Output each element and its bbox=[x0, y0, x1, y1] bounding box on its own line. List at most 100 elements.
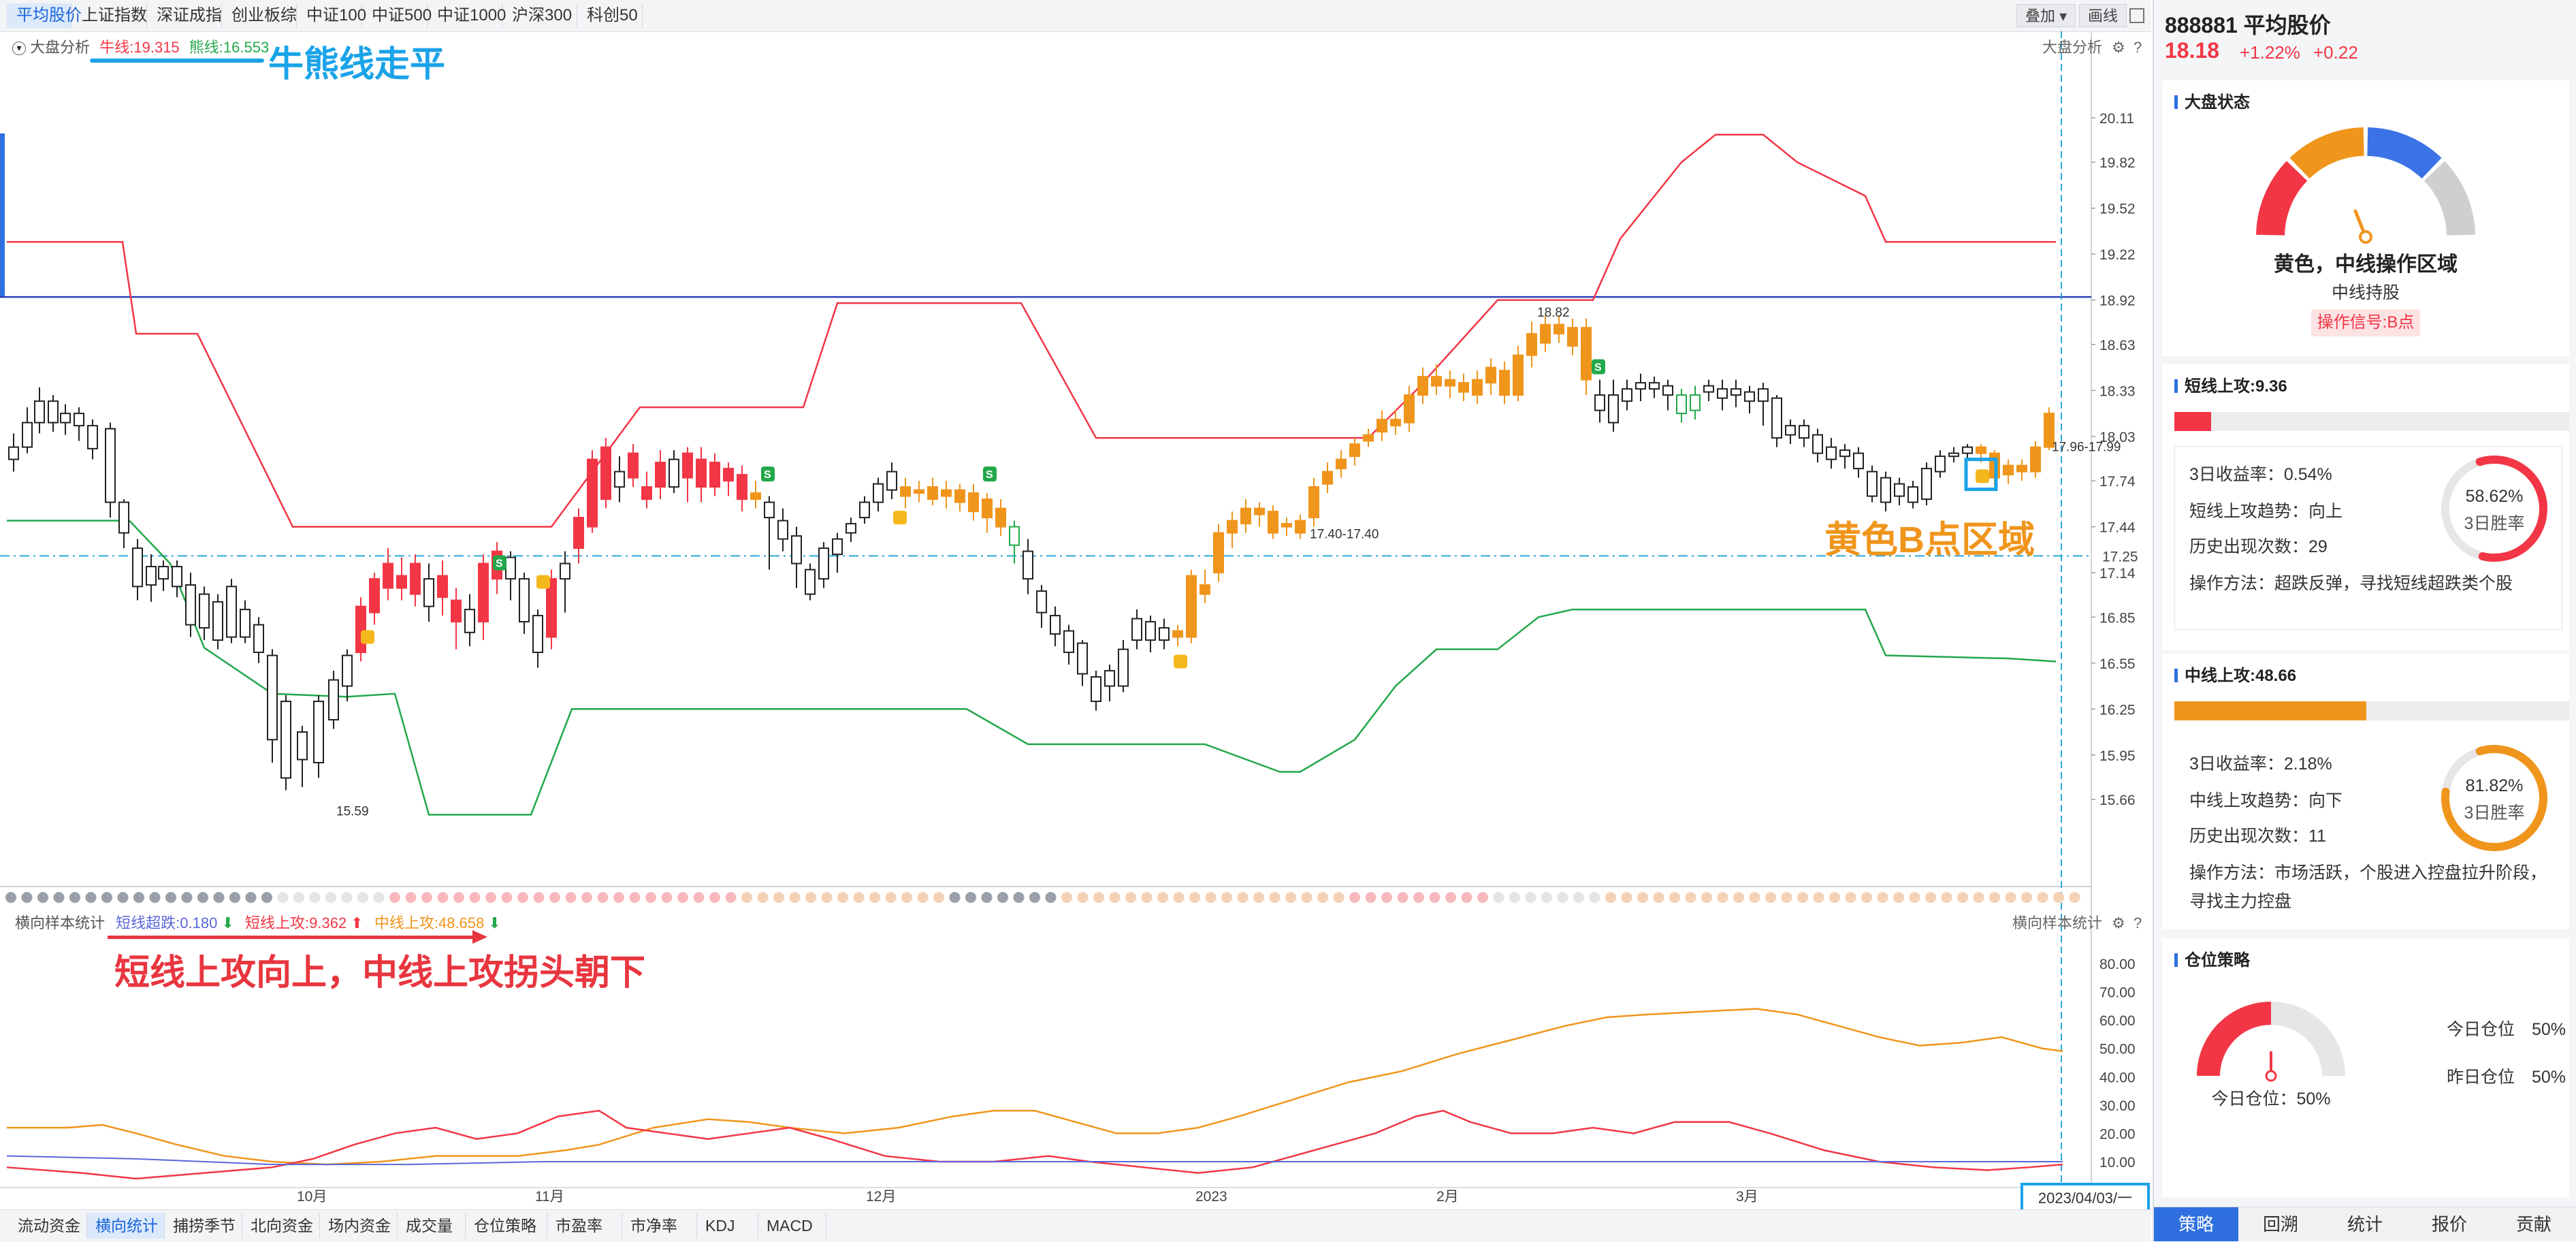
signal-dot bbox=[2021, 892, 2032, 903]
candle-body bbox=[968, 492, 979, 513]
short-attack-stats-box bbox=[2174, 446, 2562, 630]
chart-area: 20.11 19.82 19.52 19.22 18.92 18.63 18.33 18.03… bbox=[0, 31, 2151, 1209]
mid-price-mark: 17.40-17.40 bbox=[1310, 528, 1379, 542]
candle-body bbox=[1690, 394, 1701, 411]
short-attack-title: 短线上攻:9.36 bbox=[2174, 372, 2287, 396]
current-price-tag: 17.25 bbox=[2102, 549, 2138, 564]
buy-signal-icon bbox=[536, 575, 550, 589]
index-tab-0[interactable]: 平均股价 bbox=[7, 3, 82, 28]
indicator-tab-7[interactable]: 市盈率 bbox=[547, 1213, 622, 1239]
gauge-pivot bbox=[2359, 230, 2372, 244]
candle-body bbox=[600, 446, 611, 500]
signal-dot bbox=[1157, 892, 1168, 903]
indicator-tab-0[interactable]: 流动资金 bbox=[10, 1213, 87, 1239]
signal-dot bbox=[117, 892, 129, 903]
signal-dot bbox=[1829, 892, 1840, 903]
candle-body bbox=[1104, 670, 1115, 687]
signal-dot bbox=[1429, 892, 1440, 903]
settings-icon[interactable]: ⚙ bbox=[2112, 39, 2125, 56]
indicator-tab-10[interactable]: MACD bbox=[758, 1213, 826, 1239]
candle-body bbox=[1159, 627, 1170, 641]
index-tab-3[interactable]: 创业板综 bbox=[222, 3, 297, 28]
panel-tab-1[interactable]: 回溯 bbox=[2262, 1214, 2298, 1235]
collapse-icon[interactable]: ▾ bbox=[12, 42, 26, 56]
indicator-tab-4[interactable]: 场内资金 bbox=[320, 1213, 398, 1239]
price-tick-label: 16.85 bbox=[2099, 610, 2136, 626]
index-tab-6[interactable]: 中证1000 bbox=[428, 3, 506, 28]
candle-body bbox=[451, 599, 462, 623]
candle-body bbox=[1472, 379, 1483, 396]
layout-icon[interactable] bbox=[2129, 8, 2144, 23]
index-tab-1[interactable]: 上证指数 bbox=[72, 3, 147, 28]
draw-line-button[interactable]: 画线 bbox=[2079, 4, 2127, 27]
candle-body bbox=[1867, 471, 1878, 497]
index-tab-2[interactable]: 深证成指 bbox=[147, 3, 222, 28]
signal-dot bbox=[245, 892, 257, 903]
sub-chart-label-right-text: 横向样本统计 bbox=[2012, 914, 2103, 932]
candle-body bbox=[1730, 388, 1741, 396]
candle-body bbox=[1962, 446, 1973, 454]
candle-body bbox=[199, 593, 210, 629]
mid-method-line2: 寻找主力控盘 bbox=[2189, 892, 2292, 911]
overlay-button[interactable]: 叠加 ▾ bbox=[2016, 4, 2076, 27]
indicator-tab-6[interactable]: 仓位策略 bbox=[466, 1213, 547, 1239]
index-tab-5[interactable]: 中证500 bbox=[362, 3, 432, 28]
mid-attack-title: 中线上攻:48.66 bbox=[2174, 662, 2296, 686]
indicator-tab-3[interactable]: 北向资金 bbox=[242, 1213, 320, 1239]
short-win-rate-ring bbox=[2441, 456, 2547, 562]
indicator-tab-8[interactable]: 市净率 bbox=[622, 1213, 697, 1239]
mid-attack-value: 中线上攻:48.658 bbox=[374, 914, 485, 932]
signal-dot bbox=[229, 892, 240, 903]
date-crosshair-tag: 2023/04/03/一 bbox=[2020, 1183, 2150, 1214]
candle-body bbox=[1227, 520, 1238, 534]
indicator-tab-1[interactable]: 横向统计 bbox=[87, 1213, 165, 1239]
signal-dot bbox=[581, 892, 592, 903]
candle-body bbox=[1553, 323, 1564, 335]
short-drop-value: 短线超跌:0.180 bbox=[116, 914, 218, 932]
candle-body bbox=[1363, 434, 1374, 442]
candle-body bbox=[105, 428, 116, 503]
index-tab-4[interactable]: 中证100 bbox=[297, 3, 366, 28]
settings-icon[interactable]: ⚙ bbox=[2112, 914, 2125, 932]
panel-tab-0[interactable]: 策略 bbox=[2154, 1207, 2238, 1241]
candle-body bbox=[146, 566, 157, 586]
panel-tab-2[interactable]: 统计 bbox=[2347, 1214, 2383, 1235]
signal-dot bbox=[469, 892, 481, 903]
buy-signal-icon bbox=[893, 511, 907, 525]
panel-tab-3[interactable]: 报价 bbox=[2431, 1214, 2467, 1235]
signal-dot bbox=[1445, 892, 1456, 903]
sub-tick-label: 70.00 bbox=[2099, 985, 2136, 1001]
x-axis-label: 2月 bbox=[1436, 1189, 1459, 1203]
sub-tick-label: 30.00 bbox=[2099, 1098, 2136, 1114]
mid-attack-bar-fill bbox=[2174, 701, 2367, 720]
candle-body bbox=[60, 413, 71, 424]
help-icon[interactable]: ? bbox=[2134, 39, 2142, 56]
signal-dot bbox=[1221, 892, 1232, 903]
signal-dot bbox=[1669, 892, 1680, 903]
candle-body bbox=[954, 489, 965, 503]
index-tab-8[interactable]: 科创50 bbox=[577, 3, 643, 28]
short-attack-title-text: 短线上攻:9.36 bbox=[2185, 377, 2287, 396]
market-state-title: 大盘状态 bbox=[2174, 89, 2250, 112]
signal-dot bbox=[709, 892, 720, 903]
help-icon[interactable]: ? bbox=[2134, 914, 2142, 932]
indicator-tab-5[interactable]: 成交量 bbox=[398, 1213, 466, 1239]
candle-body bbox=[1390, 419, 1401, 427]
candlestick-chart[interactable]: 20.11 19.82 19.52 19.22 18.92 18.63 18.33 18.03… bbox=[0, 31, 2151, 1209]
indicator-tab-2[interactable]: 捕捞季节 bbox=[165, 1213, 242, 1239]
high-price-mark: 18.82 bbox=[1537, 306, 1570, 320]
candle-body bbox=[1050, 615, 1061, 635]
candle-body bbox=[240, 609, 251, 638]
candle-body bbox=[280, 701, 291, 779]
signal-dot bbox=[1525, 892, 1536, 903]
signal-dot bbox=[1701, 892, 1712, 903]
candle-body bbox=[1622, 388, 1632, 402]
candle-body bbox=[313, 701, 324, 764]
indicator-tab-9[interactable]: KDJ bbox=[697, 1213, 758, 1239]
panel-tab-4[interactable]: 贡献 bbox=[2515, 1214, 2551, 1235]
signal-dot bbox=[1509, 892, 1520, 903]
candle-body bbox=[22, 421, 33, 448]
candle-body bbox=[573, 517, 584, 550]
price-tick-label: 15.66 bbox=[2099, 793, 2136, 808]
index-tab-7[interactable]: 沪深300 bbox=[502, 3, 577, 28]
